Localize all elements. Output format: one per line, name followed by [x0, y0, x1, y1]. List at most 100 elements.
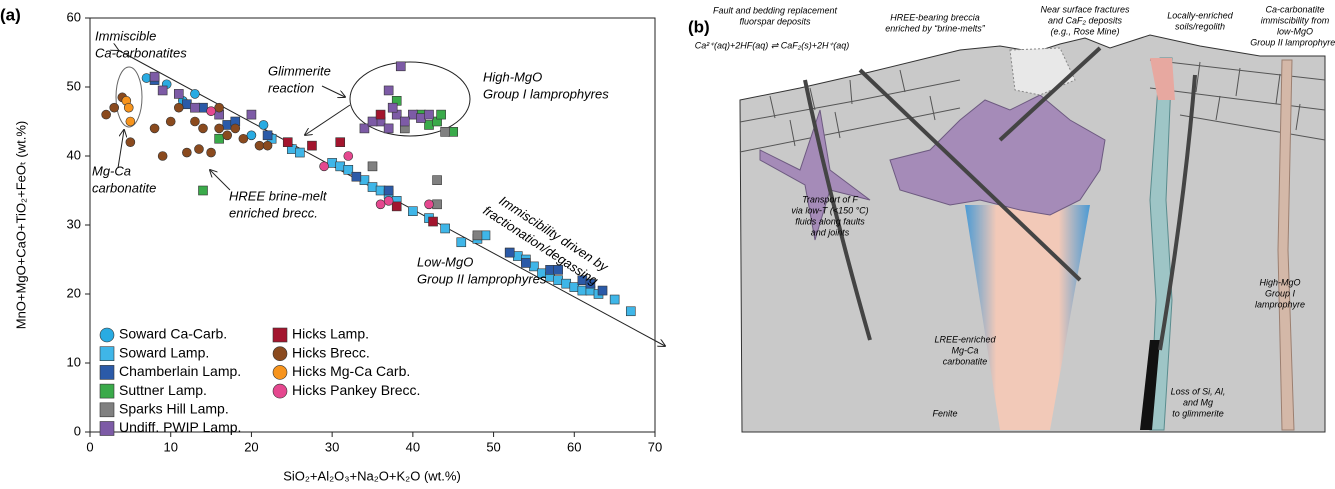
point	[262, 130, 273, 141]
breccia	[889, 94, 1106, 216]
point	[206, 106, 216, 116]
point	[157, 151, 168, 161]
point	[194, 144, 204, 154]
diagram-label: to glimmerite	[1172, 408, 1224, 418]
diagram-label: Mg-Ca	[951, 345, 978, 355]
points	[101, 61, 636, 317]
legend-label: Soward Ca-Carb.	[119, 326, 227, 342]
annotation: Low-MgO	[417, 254, 473, 269]
annotation: Ca-carbonatites	[95, 45, 187, 60]
point	[190, 89, 200, 99]
arrow	[321, 85, 345, 97]
point	[258, 120, 269, 130]
point	[609, 294, 620, 305]
legend-label: Sparks Hill Lamp.	[119, 401, 229, 417]
point	[101, 109, 111, 120]
point	[149, 71, 160, 82]
point	[351, 171, 362, 182]
point	[190, 116, 200, 127]
point	[190, 102, 200, 113]
dike-mg	[1277, 59, 1295, 431]
diagram-label: LREE-enriched	[934, 334, 996, 344]
legend-label: Hicks Lamp.	[292, 326, 369, 342]
legend-marker	[99, 383, 115, 399]
fault-replacement	[759, 109, 871, 241]
annotation: Mg-Ca	[92, 163, 131, 178]
panel-label: (a)	[0, 5, 21, 24]
point	[432, 175, 442, 185]
diagram	[739, 34, 1326, 433]
point	[173, 89, 184, 99]
legend-marker	[99, 346, 115, 362]
point	[432, 199, 442, 210]
legend-label: Soward Lamp.	[119, 344, 209, 360]
diagram-label: Loss of Si, Al,	[1171, 386, 1226, 396]
point	[198, 185, 208, 196]
diagram-label: enriched by “brine-melts”	[885, 23, 986, 33]
point	[214, 102, 224, 113]
point	[307, 140, 317, 151]
point	[408, 109, 418, 120]
diagram-label: Fenite	[932, 408, 957, 418]
point	[512, 251, 523, 261]
panel-label: (b)	[688, 17, 710, 36]
point	[335, 137, 346, 147]
y-tick-label: 40	[67, 147, 81, 162]
point	[553, 275, 563, 286]
diagram-label: Ca-carbonatite	[1265, 4, 1324, 14]
point	[125, 116, 136, 127]
point	[125, 137, 136, 147]
annotation: Group I lamprophyres	[483, 86, 609, 101]
point	[359, 123, 370, 134]
point	[367, 116, 378, 127]
point	[553, 265, 563, 275]
y-tick-label: 0	[74, 423, 81, 438]
enriched-soil	[1150, 58, 1175, 100]
x-tick-label: 60	[567, 439, 581, 454]
x-tick-label: 0	[86, 439, 93, 454]
point	[375, 185, 386, 196]
point	[222, 130, 233, 141]
point	[424, 109, 434, 120]
diagram-label: carbonatite	[943, 356, 988, 366]
point	[123, 102, 134, 113]
point	[343, 151, 354, 161]
point	[383, 185, 394, 196]
point	[230, 123, 241, 134]
dike-ca-carb	[1149, 57, 1173, 431]
point	[424, 120, 434, 130]
diagram-label: Fault and bedding replacement	[713, 5, 838, 15]
ellipse	[115, 66, 143, 128]
point	[282, 137, 293, 147]
point	[529, 261, 539, 272]
diagram-label: Locally-enriched	[1167, 10, 1234, 20]
point	[480, 230, 491, 241]
legend-marker	[272, 346, 288, 362]
point	[319, 161, 329, 172]
diagram-label: immiscibility from	[1261, 15, 1330, 25]
point	[456, 237, 467, 248]
point	[577, 285, 588, 296]
point	[367, 161, 378, 172]
point	[367, 182, 378, 192]
point	[561, 278, 572, 289]
point	[262, 140, 273, 151]
annotation: carbonatite	[92, 180, 156, 195]
point	[472, 230, 483, 241]
legend-marker	[272, 327, 288, 343]
point	[149, 123, 160, 134]
arrow	[305, 104, 351, 135]
legend-marker	[272, 365, 288, 380]
point	[383, 196, 394, 206]
point	[343, 165, 354, 175]
point	[182, 99, 192, 110]
point	[246, 130, 257, 141]
diagram-label: fluids along faults	[795, 216, 865, 226]
point	[399, 116, 410, 127]
point	[198, 123, 208, 134]
point	[157, 85, 168, 96]
point	[597, 285, 608, 296]
annotation: enriched brecc.	[229, 205, 318, 220]
point	[448, 127, 459, 137]
diagram-label: Ca²⁺(aq)+2HF(aq) ⇌ CaF₂(s)+2H⁺(aq)	[695, 40, 850, 50]
